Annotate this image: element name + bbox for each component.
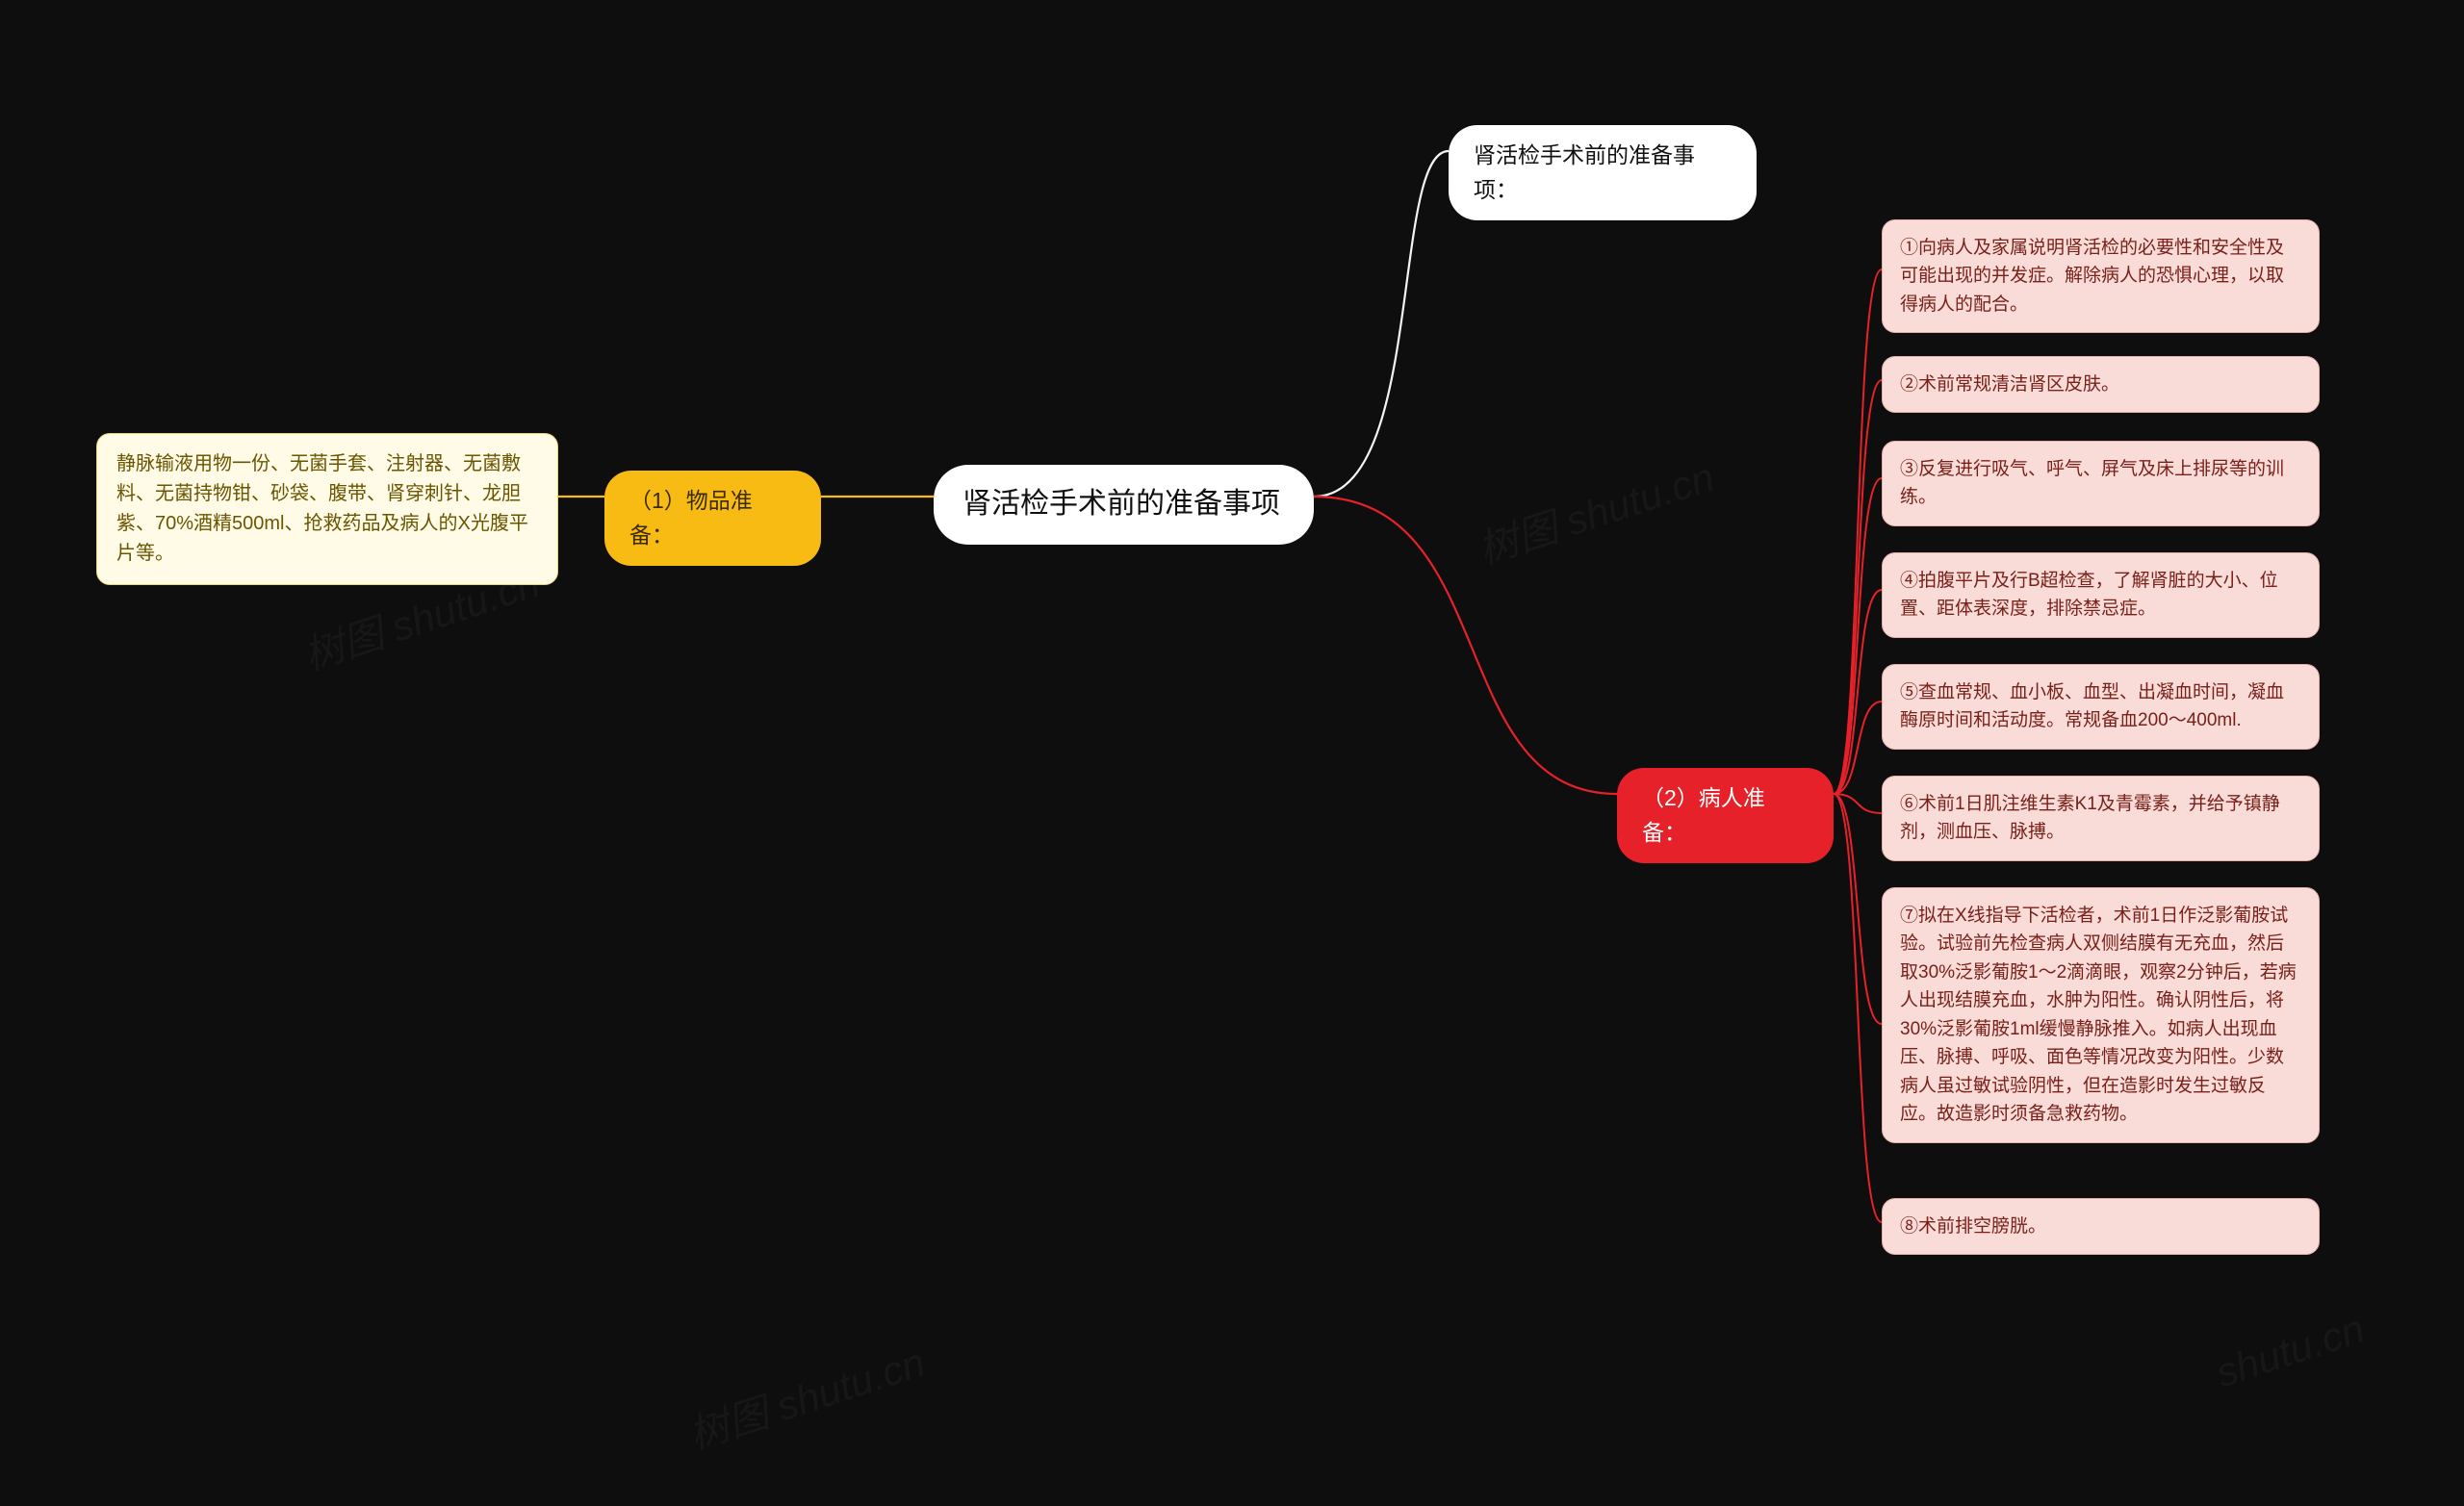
leaf-patient-6[interactable]: ⑥术前1日肌注维生素K1及青霉素，并给予镇静剂，测血压、脉搏。 <box>1882 776 2320 861</box>
leaf-patient-4[interactable]: ④拍腹平片及行B超检查，了解肾脏的大小、位置、距体表深度，排除禁忌症。 <box>1882 552 2320 638</box>
edge-right-leaf <box>1834 794 1882 813</box>
edge-root-right <box>1314 497 1617 794</box>
leaf-patient-3[interactable]: ③反复进行吸气、呼气、屏气及床上排尿等的训练。 <box>1882 441 2320 526</box>
edge-right-leaf <box>1834 590 1882 794</box>
leaf-patient-7[interactable]: ⑦拟在X线指导下活检者，术前1日作泛影葡胺试验。试验前先检查病人双侧结膜有无充血… <box>1882 887 2320 1143</box>
branch-supplies[interactable]: （1）物品准备： <box>604 471 821 566</box>
root-node[interactable]: 肾活检手术前的准备事项 <box>934 465 1314 545</box>
edge-right-leaf <box>1834 269 1882 794</box>
edge-right-leaf <box>1834 478 1882 794</box>
branch-patient[interactable]: （2）病人准备： <box>1617 768 1834 863</box>
leaf-patient-5[interactable]: ⑤查血常规、血小板、血型、出凝血时间，凝血酶原时间和活动度。常规备血200～40… <box>1882 664 2320 750</box>
leaf-patient-1[interactable]: ①向病人及家属说明肾活检的必要性和安全性及可能出现的并发症。解除病人的恐惧心理，… <box>1882 219 2320 333</box>
edge-right-leaf <box>1834 380 1882 794</box>
watermark: shutu.cn <box>2210 1306 2370 1397</box>
edge-root-title <box>1314 151 1449 497</box>
watermark: 树图 shutu.cn <box>1470 445 1721 576</box>
edge-right-leaf <box>1834 702 1882 794</box>
edge-right-leaf <box>1834 794 1882 1222</box>
title-node[interactable]: 肾活检手术前的准备事项： <box>1449 125 1757 220</box>
leaf-patient-2[interactable]: ②术前常规清洁肾区皮肤。 <box>1882 356 2320 413</box>
leaf-supplies-detail[interactable]: 静脉输液用物一份、无菌手套、注射器、无菌敷料、无菌持物钳、砂袋、腹带、肾穿刺针、… <box>96 433 558 585</box>
leaf-patient-8[interactable]: ⑧术前排空膀胱。 <box>1882 1198 2320 1255</box>
edge-right-leaf <box>1834 794 1882 1024</box>
watermark: 树图 shutu.cn <box>680 1330 932 1462</box>
